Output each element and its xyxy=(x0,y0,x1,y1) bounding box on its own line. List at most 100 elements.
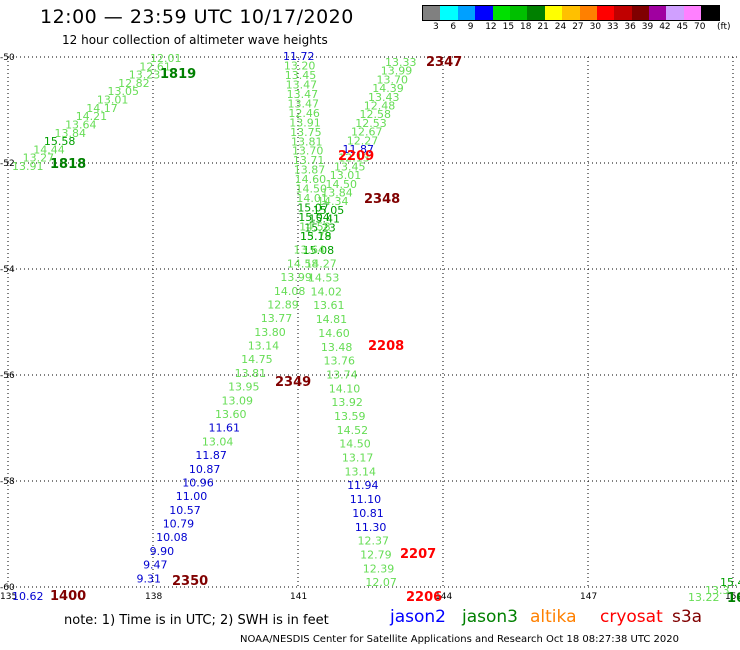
track-2349-value: 11.61 xyxy=(208,422,240,435)
track-2347-value: 12.37 xyxy=(358,535,390,548)
track-2349-value: 10.87 xyxy=(189,463,221,476)
legend-item-jason2: jason2 xyxy=(390,607,446,627)
footnote: note: 1) Time is in UTC; 2) SWH is in fe… xyxy=(64,613,329,628)
track-2349-value: 13.91 xyxy=(289,116,321,129)
track-2347-value: 14.02 xyxy=(310,285,342,298)
track-2349-value: 9.31 xyxy=(137,572,162,585)
track-2349-value: 13.75 xyxy=(290,126,322,139)
colorbar-label: 27 xyxy=(572,22,584,32)
track-2347-value: 12.39 xyxy=(363,562,395,575)
track-2347-value: 14.52 xyxy=(337,424,369,437)
track-1818-value: 13.84 xyxy=(54,127,86,140)
colorbar-swatch xyxy=(579,6,597,20)
track-2347-value: 13.61 xyxy=(313,299,345,312)
track-2347-value: 12.79 xyxy=(360,548,392,561)
colorbar-label: 18 xyxy=(520,22,532,32)
colorbar-label: 36 xyxy=(624,22,636,32)
lat-tick-label: -60 xyxy=(0,583,15,593)
track-2347-value: 15.08 xyxy=(303,244,335,257)
pass-time-label: 2347 xyxy=(426,55,462,70)
altimeter-tracks: 13.9113.2714.4415.5813.8413.6414.2114.17… xyxy=(12,50,740,604)
pass-time-labels: 1819 1818 2347 2209 2348 2208 2349 2350 2207 2206… xyxy=(50,55,740,606)
track-2347-value: 14.27 xyxy=(305,258,337,271)
map-grid xyxy=(7,56,740,588)
colorbar-swatch xyxy=(527,6,545,20)
colorbar-label: 6 xyxy=(450,22,457,32)
track-2347-value: 12.27 xyxy=(347,134,379,147)
track-2349-value: 14.58 xyxy=(287,257,319,270)
colorbar-label: 12 xyxy=(485,22,497,32)
track-2349-value: 13.04 xyxy=(202,435,234,448)
colorbar-swatch xyxy=(562,6,580,20)
track-2347-value: 14.50 xyxy=(339,438,371,451)
lat-tick-label: -54 xyxy=(0,265,15,275)
track-2347-value: 13.76 xyxy=(324,355,356,368)
colorbar-label: 21 xyxy=(537,22,549,32)
track-2349-value: 12.46 xyxy=(288,107,320,120)
colorbar-label: 30 xyxy=(589,22,602,32)
colorbar-label: 3 xyxy=(433,22,439,32)
track-2349-value: 12.89 xyxy=(267,298,299,311)
track-2349-value: 13.09 xyxy=(222,394,254,407)
track-2347-value: 14.53 xyxy=(308,272,340,285)
pass-time-label: 1818 xyxy=(50,157,86,172)
colorbar-label: 39 xyxy=(641,22,654,32)
lon-tick-label: 135 xyxy=(0,592,17,602)
pass-time-label: 2349 xyxy=(275,375,311,390)
track-2347-value: 12.07 xyxy=(365,576,397,589)
colorbar-swatch xyxy=(457,6,476,20)
track-2347-value: 13.79 xyxy=(300,230,332,243)
track-1818-value: 14.44 xyxy=(33,143,65,156)
track-2349-value: 14.01 xyxy=(296,192,328,205)
track-1818-value: 12.61 xyxy=(139,60,171,73)
lon-tick-label: 147 xyxy=(580,592,597,602)
track-1818-value: 13.23 xyxy=(129,69,161,82)
track-2349-value: 13.77 xyxy=(261,312,293,325)
track-1818-value: 13.64 xyxy=(65,118,97,131)
pass-time-label: 2350 xyxy=(172,574,208,589)
track-1818-value: 13.91 xyxy=(12,160,44,173)
colorbar-label: 70 xyxy=(694,22,706,32)
track-2349-value: 15.04 xyxy=(298,211,330,224)
track-edge-value: 13.3 xyxy=(705,584,730,597)
track-2349-value: 14.58 xyxy=(299,221,331,234)
credit-line: NOAA/NESDIS Center for Satellite Applica… xyxy=(240,634,679,645)
track-2349-value: 13.81 xyxy=(235,367,267,380)
pass-time-label: 1400 xyxy=(50,589,86,604)
legend-item-s3a: s3a xyxy=(672,607,703,627)
track-2347-value: 14.50 xyxy=(326,178,358,191)
track-2347-value: 15.05 xyxy=(313,204,345,217)
colorbar-swatch xyxy=(509,6,528,20)
track-2349-value: 9.90 xyxy=(150,545,175,558)
track-2349-value: 13.87 xyxy=(294,164,326,177)
track-2347-value: 15.23 xyxy=(304,221,336,234)
lat-tick-label: -50 xyxy=(0,53,15,63)
track-2349-value: 14.75 xyxy=(241,353,273,366)
track-2349-value: 15.18 xyxy=(300,230,332,243)
track-2347-value: 13.48 xyxy=(321,341,353,354)
colorbar-swatch xyxy=(614,6,632,20)
colorbar-label: 45 xyxy=(676,22,689,32)
track-2347-value: 15.41 xyxy=(309,213,341,226)
track-2349-value: 14.50 xyxy=(296,183,328,196)
colorbar-swatch xyxy=(544,6,563,20)
track-2347-value: 13.45 xyxy=(334,160,366,173)
track-2349-value: 10.57 xyxy=(169,504,201,517)
legend-item-altika: altika xyxy=(530,607,577,627)
axis-ticks: -50 135 -52 138 -54 141 -56 144 -58 147 -60 150 xyxy=(0,53,740,602)
track-2347-value: 11.10 xyxy=(350,493,382,506)
colorbar-label: 33 xyxy=(607,22,619,32)
track-2347-value: 13.33 xyxy=(385,56,417,69)
pass-time-label: 2208 xyxy=(368,339,404,354)
colorbar xyxy=(422,5,720,21)
track-2347-value: 12.53 xyxy=(355,117,387,130)
colorbar-swatch xyxy=(596,6,615,20)
track-2349-value: 10.08 xyxy=(156,531,188,544)
lon-tick-label: 138 xyxy=(145,592,162,602)
track-2347-value: 14.60 xyxy=(318,327,350,340)
track-1818-value: 13.01 xyxy=(97,94,129,107)
track-2347-value: 12.13 xyxy=(338,152,370,165)
track-2347-value: 12.48 xyxy=(364,100,396,113)
track-1818-value: 12.82 xyxy=(118,77,149,90)
